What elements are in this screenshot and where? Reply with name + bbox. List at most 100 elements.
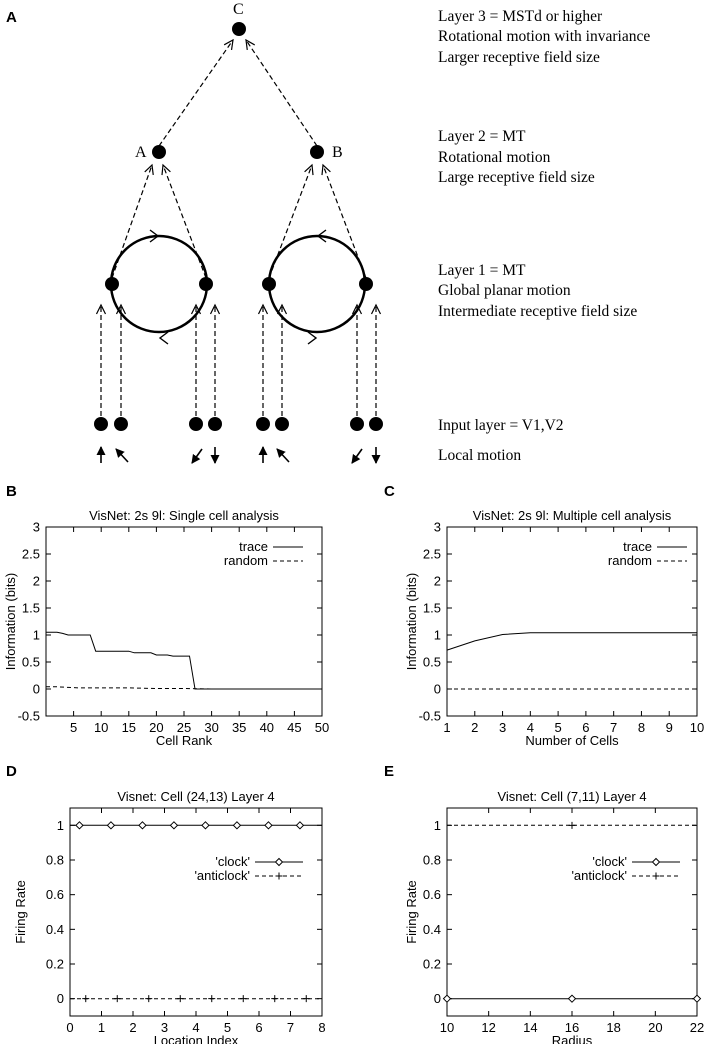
diagram-connections: [95, 38, 382, 416]
node-layer1-2: [199, 277, 213, 291]
y-tick-label: 3: [434, 520, 441, 535]
arrow-up-left-icon: [115, 448, 129, 463]
node-label-c: C: [233, 1, 244, 18]
x-tick-label: 4: [527, 720, 534, 735]
data-point-diamond: [75, 821, 84, 830]
layer1-line3: Intermediate receptive field size: [438, 303, 637, 320]
x-tick-label: 10: [440, 1020, 454, 1035]
x-axis-label: Cell Rank: [156, 733, 213, 748]
layer3-line2: Rotational motion with invariance: [438, 28, 650, 45]
rotation-circle-anticlockwise: [267, 229, 367, 345]
diagram-nodes: [94, 22, 383, 431]
chart-single-cell-analysis: VisNet: 2s 9l: Single cell analysis -0.5 0…: [3, 508, 329, 748]
chart-title: Visnet: Cell (7,11) Layer 4: [497, 789, 646, 804]
node-label-b: B: [332, 144, 343, 161]
y-tick-label: 0: [434, 682, 441, 697]
x-tick-label: 18: [606, 1020, 620, 1035]
x-tick-label: 20: [149, 720, 163, 735]
x-tick-label: 1: [443, 720, 450, 735]
y-axis-label: Information (bits): [404, 573, 419, 671]
x-tick-label: 1: [98, 1020, 105, 1035]
x-tick-label: 3: [161, 1020, 168, 1035]
data-point-plus: [271, 995, 279, 1003]
connection-a-to-c: [158, 38, 234, 147]
layer-descriptions: Layer 3 = MSTd or higher Rotational moti…: [438, 8, 650, 464]
legend-label: 'anticlock': [194, 868, 250, 883]
panel-a-diagram: A: [6, 1, 650, 464]
x-tick-label: 8: [318, 1020, 325, 1035]
plot-frame: [446, 526, 698, 717]
legend-label: random: [224, 553, 268, 568]
x-tick-label: 4: [192, 1020, 199, 1035]
layer1-line2: Global planar motion: [438, 282, 571, 299]
data-point-plus: [568, 821, 576, 829]
legend-label: trace: [239, 539, 268, 554]
x-tick-label: 15: [122, 720, 136, 735]
y-tick-label: 1: [33, 628, 40, 643]
node-layer2-a: [152, 145, 166, 159]
x-tick-label: 40: [260, 720, 274, 735]
y-tick-label: 0.6: [46, 887, 64, 902]
data-point-diamond: [138, 821, 147, 830]
data-point-diamond: [201, 821, 210, 830]
node-layer1-4: [359, 277, 373, 291]
y-tick-label: 0.8: [423, 853, 441, 868]
data-point-plus: [113, 995, 121, 1003]
data-point-diamond: [692, 994, 702, 1003]
data-point-diamond: [295, 821, 305, 830]
panel-letter-c: C: [384, 483, 395, 500]
x-tick-label: 14: [523, 1020, 537, 1035]
legend-marker-diamond: [274, 857, 284, 867]
arrow-up-left-icon: [276, 448, 290, 463]
node-input-5: [256, 417, 270, 431]
panel-letter-b: B: [6, 483, 17, 500]
node-input-2: [114, 417, 128, 431]
series-line-random: [46, 686, 322, 690]
y-axis-label: Firing Rate: [404, 880, 419, 944]
data-point-diamond: [232, 821, 242, 830]
y-tick-label: 2: [434, 574, 441, 589]
local-motion-arrows: [96, 446, 381, 464]
node-layer3-c: [232, 22, 246, 36]
layer1-line1: Layer 1 = MT: [438, 262, 526, 279]
node-input-1: [94, 417, 108, 431]
layer3-line3: Larger receptive field size: [438, 49, 600, 66]
y-tick-label: 1: [434, 818, 441, 833]
layer2-line3: Large receptive field size: [438, 169, 595, 186]
layer3-line1: Layer 3 = MSTd or higher: [438, 8, 603, 25]
y-tick-label: 0: [57, 991, 64, 1006]
chart-title: VisNet: 2s 9l: Single cell analysis: [89, 508, 279, 523]
node-layer2-b: [310, 145, 324, 159]
y-tick-label: 2.5: [423, 547, 441, 562]
legend-label: random: [608, 553, 652, 568]
x-tick-label: 16: [565, 1020, 579, 1035]
x-tick-label: 22: [690, 1020, 704, 1035]
y-tick-label: -0.5: [18, 709, 40, 724]
x-tick-label: 10: [94, 720, 108, 735]
x-tick-label: 10: [690, 720, 704, 735]
x-tick-label: 30: [204, 720, 218, 735]
y-tick-label: 1: [434, 628, 441, 643]
layer2-line1: Layer 2 = MT: [438, 128, 526, 145]
plot-frame: [446, 807, 698, 1017]
x-tick-label: 9: [666, 720, 673, 735]
x-tick-label: 7: [610, 720, 617, 735]
node-layer1-1: [105, 277, 119, 291]
x-tick-label: 6: [582, 720, 589, 735]
y-tick-label: 0.4: [46, 922, 64, 937]
x-tick-label: 20: [648, 1020, 662, 1035]
data-point-diamond: [567, 994, 577, 1003]
data-point-plus: [82, 995, 90, 1003]
layer2-line2: Rotational motion: [438, 149, 551, 166]
legend-label: trace: [623, 539, 652, 554]
y-axis-label: Firing Rate: [13, 880, 28, 944]
chart-cell-7-11-layer4: Visnet: Cell (7,11) Layer 4 0 0.2 0.4 0.6 0.8…: [404, 789, 704, 1044]
x-tick-label: 5: [70, 720, 77, 735]
y-axis-label: Information (bits): [3, 573, 18, 671]
chart-multiple-cell-analysis: VisNet: 2s 9l: Multiple cell analysis -0.…: [404, 508, 704, 748]
data-point-diamond: [106, 821, 116, 830]
y-tick-label: 1: [57, 818, 64, 833]
x-axis-label: Location Index: [154, 1033, 239, 1044]
x-tick-label: 5: [224, 1020, 231, 1035]
